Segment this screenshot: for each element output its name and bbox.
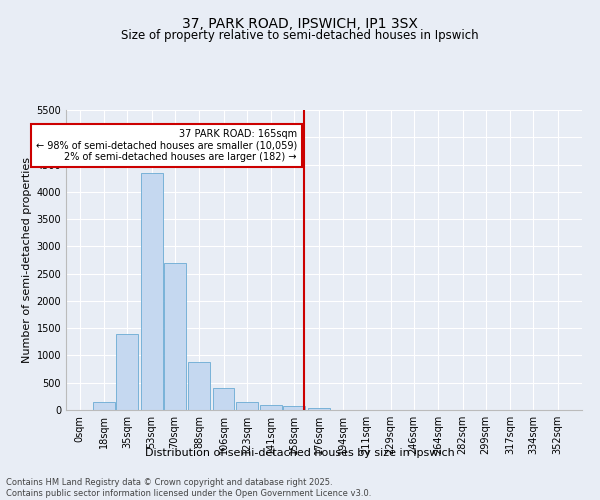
Bar: [140, 172, 163, 410]
Bar: [308, 408, 329, 410]
Y-axis label: Number of semi-detached properties: Number of semi-detached properties: [22, 157, 32, 363]
Text: 37, PARK ROAD, IPSWICH, IP1 3SX: 37, PARK ROAD, IPSWICH, IP1 3SX: [182, 18, 418, 32]
Bar: [116, 334, 138, 410]
Bar: [188, 362, 210, 410]
Bar: [212, 388, 235, 410]
Bar: [283, 406, 305, 410]
Bar: [260, 404, 282, 410]
Bar: [164, 262, 185, 410]
Text: Size of property relative to semi-detached houses in Ipswich: Size of property relative to semi-detach…: [121, 28, 479, 42]
Text: Distribution of semi-detached houses by size in Ipswich: Distribution of semi-detached houses by …: [145, 448, 455, 458]
Bar: [93, 402, 115, 410]
Bar: [236, 402, 257, 410]
Text: Contains HM Land Registry data © Crown copyright and database right 2025.
Contai: Contains HM Land Registry data © Crown c…: [6, 478, 371, 498]
Text: 37 PARK ROAD: 165sqm
← 98% of semi-detached houses are smaller (10,059)
2% of se: 37 PARK ROAD: 165sqm ← 98% of semi-detac…: [35, 129, 297, 162]
